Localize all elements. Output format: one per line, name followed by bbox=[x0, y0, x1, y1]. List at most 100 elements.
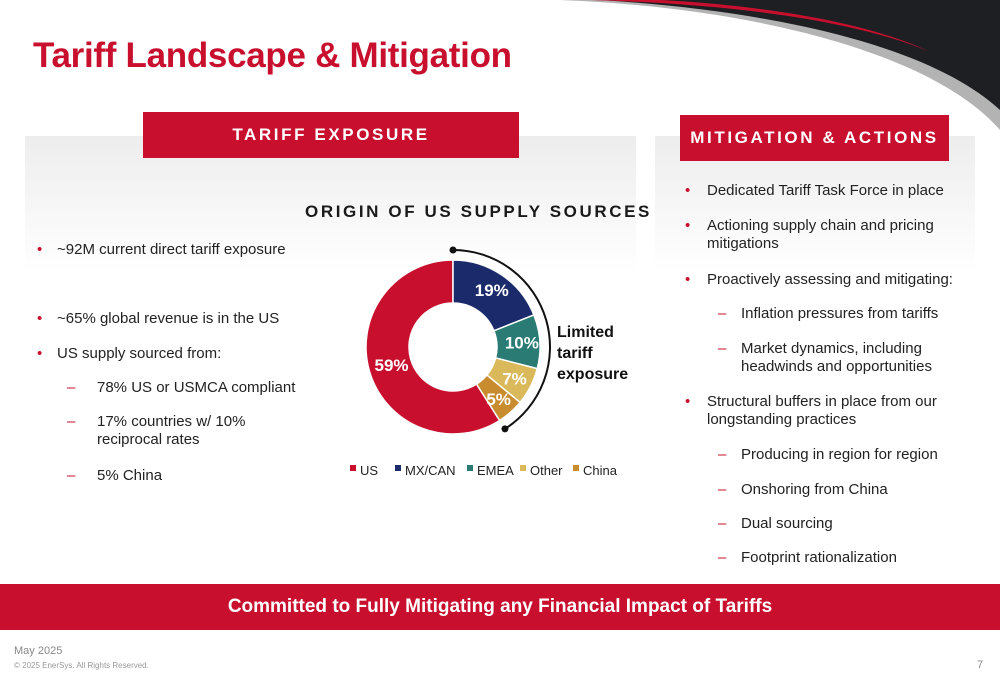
legend-item: Other bbox=[520, 463, 563, 478]
tariff-exposure-item: • ~65% global revenue is in the US bbox=[37, 310, 279, 328]
page-title: Tariff Landscape & Mitigation bbox=[33, 36, 512, 75]
bullet-dash-icon: – bbox=[67, 413, 76, 430]
legend-label: MX/CAN bbox=[405, 463, 456, 478]
legend-item: US bbox=[350, 463, 378, 478]
bullet-dash-icon: – bbox=[718, 549, 727, 566]
legend-swatch bbox=[350, 465, 356, 471]
mitigation-actions-item-line: Actioning supply chain and pricing bbox=[707, 217, 934, 234]
mitigation-actions-item: – Market dynamics, including headwinds and… bbox=[685, 340, 932, 376]
tariff-exposure-item-line: ~65% global revenue is in the US bbox=[57, 310, 280, 327]
tariff-exposure-item-text: 17% countries w/ 10% reciprocal rates bbox=[97, 413, 245, 449]
mitigation-actions-item-text: Structural buffers in place from our long… bbox=[707, 393, 937, 429]
mitigation-actions-item-line: Onshoring from China bbox=[741, 481, 888, 498]
mitigation-actions-item-line: Inflation pressures from tariffs bbox=[741, 305, 939, 322]
tariff-exposure-item: • US supply sourced from: bbox=[37, 345, 221, 363]
donut-slice-us bbox=[365, 259, 501, 435]
mitigation-actions-item: – Onshoring from China bbox=[685, 481, 888, 499]
mitigation-actions-item-line: headwinds and opportunities bbox=[741, 358, 932, 375]
mitigation-actions-item-text: Market dynamics, including headwinds and … bbox=[741, 340, 932, 376]
annotation-line: Limited bbox=[557, 324, 614, 341]
bullet-dot-icon: • bbox=[37, 345, 43, 362]
mitigation-actions-item-text: Inflation pressures from tariffs bbox=[741, 305, 938, 323]
chart-title: ORIGIN OF US SUPPLY SOURCES bbox=[305, 202, 652, 221]
legend-label: US bbox=[360, 463, 378, 478]
corner-red-swoosh bbox=[590, 0, 930, 52]
tariff-exposure-item-line: 78% US or USMCA compliant bbox=[97, 379, 296, 396]
bullet-dot-icon: • bbox=[37, 310, 43, 327]
legend-label: EMEA bbox=[477, 463, 514, 478]
slice-value-label: 19% bbox=[475, 281, 509, 300]
mitigation-actions-item-line: Footprint rationalization bbox=[741, 549, 897, 566]
slice-value-label: 59% bbox=[375, 356, 409, 375]
bracket-endpoint-dot bbox=[501, 425, 509, 433]
tariff-exposure-panel-background bbox=[25, 136, 636, 271]
bullet-dot-icon: • bbox=[685, 393, 691, 410]
footer-banner: Committed to Fully Mitigating any Financ… bbox=[0, 584, 1000, 630]
legend-item: MX/CAN bbox=[395, 463, 456, 478]
legend-label: Other bbox=[530, 463, 563, 478]
mitigation-actions-item-line: Dedicated Tariff Task Force in place bbox=[707, 182, 944, 199]
legend-item: EMEA bbox=[467, 463, 514, 478]
mitigation-actions-item: – Footprint rationalization bbox=[685, 549, 897, 567]
tariff-exposure-item-line: ~92M current direct tariff exposure bbox=[57, 241, 286, 258]
bullet-dash-icon: – bbox=[718, 481, 727, 498]
mitigation-actions-item: • Actioning supply chain and pricing mitig… bbox=[685, 217, 934, 253]
tariff-exposure-header: TARIFF EXPOSURE bbox=[143, 112, 519, 158]
tariff-exposure-item: • ~92M current direct tariff exposure bbox=[37, 241, 286, 259]
copyright-notice: © 2025 EnerSys. All Rights Reserved. bbox=[14, 661, 149, 670]
tariff-exposure-item: – 17% countries w/ 10% reciprocal rates bbox=[37, 413, 245, 449]
mitigation-actions-item-line: Producing in region for region bbox=[741, 446, 938, 463]
tariff-exposure-item-text: US supply sourced from: bbox=[57, 345, 221, 363]
bullet-dot-icon: • bbox=[37, 241, 43, 258]
mitigation-actions-item-text: Footprint rationalization bbox=[741, 549, 897, 567]
mitigation-actions-item-text: Onshoring from China bbox=[741, 481, 888, 499]
mitigation-actions-item-line: longstanding practices bbox=[707, 411, 857, 428]
supply-sources-donut-chart: 59% 19% 10% 7% 5% Limited tariff exposure US MX/C… bbox=[350, 246, 628, 478]
mitigation-actions-item: • Proactively assessing and mitigating: bbox=[685, 271, 953, 289]
slice-value-label: 10% bbox=[505, 334, 539, 353]
legend-label: China bbox=[583, 463, 618, 478]
legend-swatch bbox=[520, 465, 526, 471]
corner-dark-swoosh bbox=[600, 0, 1000, 110]
mitigation-actions-item: • Structural buffers in place from our lon… bbox=[685, 393, 937, 429]
legend-swatch bbox=[467, 465, 473, 471]
donut-slice-china bbox=[475, 373, 522, 422]
limited-exposure-bracket bbox=[452, 249, 551, 430]
corner-decoration bbox=[560, 0, 1000, 130]
mitigation-actions-item-line: mitigations bbox=[707, 235, 779, 252]
tariff-exposure-item-line: reciprocal rates bbox=[97, 431, 200, 448]
annotation-line: exposure bbox=[557, 366, 628, 383]
bullet-dot-icon: • bbox=[685, 182, 691, 199]
bracket-endpoint-dot bbox=[449, 246, 457, 254]
mitigation-actions-item: – Producing in region for region bbox=[685, 446, 938, 464]
bullet-dash-icon: – bbox=[67, 467, 76, 484]
tariff-exposure-item-line: US supply sourced from: bbox=[57, 345, 222, 362]
slice-value-label: 7% bbox=[502, 369, 527, 388]
mitigation-actions-item-line: Dual sourcing bbox=[741, 515, 833, 532]
annotation-line: tariff bbox=[557, 345, 593, 362]
bullet-dash-icon: – bbox=[67, 379, 76, 396]
mitigation-actions-item-text: Proactively assessing and mitigating: bbox=[707, 271, 953, 289]
mitigation-actions-header: MITIGATION & ACTIONS bbox=[680, 115, 949, 161]
mitigation-actions-item-line: Proactively assessing and mitigating: bbox=[707, 271, 953, 288]
page-number: 7 bbox=[977, 659, 984, 671]
legend-swatch bbox=[573, 465, 579, 471]
tariff-exposure-item-line: 5% China bbox=[97, 467, 163, 484]
bullet-dash-icon: – bbox=[718, 515, 727, 532]
tariff-exposure-item-text: 5% China bbox=[97, 467, 162, 485]
mitigation-actions-item-text: Producing in region for region bbox=[741, 446, 938, 464]
mitigation-actions-item-text: Dedicated Tariff Task Force in place bbox=[707, 182, 944, 200]
mitigation-actions-item-text: Actioning supply chain and pricing mitiga… bbox=[707, 217, 934, 253]
tariff-exposure-item: – 5% China bbox=[37, 467, 162, 485]
legend-swatch bbox=[395, 465, 401, 471]
tariff-exposure-item-line: 17% countries w/ 10% bbox=[97, 413, 246, 430]
mitigation-actions-item-line: Market dynamics, including bbox=[741, 340, 922, 357]
tariff-exposure-item-text: ~92M current direct tariff exposure bbox=[57, 241, 286, 259]
mitigation-actions-item-text: Dual sourcing bbox=[741, 515, 833, 533]
bullet-dash-icon: – bbox=[718, 340, 727, 357]
bullet-dash-icon: – bbox=[718, 446, 727, 463]
tariff-exposure-item-text: ~65% global revenue is in the US bbox=[57, 310, 279, 328]
tariff-exposure-item: – 78% US or USMCA compliant bbox=[37, 379, 295, 397]
bullet-dash-icon: – bbox=[718, 305, 727, 322]
mitigation-actions-item: – Dual sourcing bbox=[685, 515, 833, 533]
